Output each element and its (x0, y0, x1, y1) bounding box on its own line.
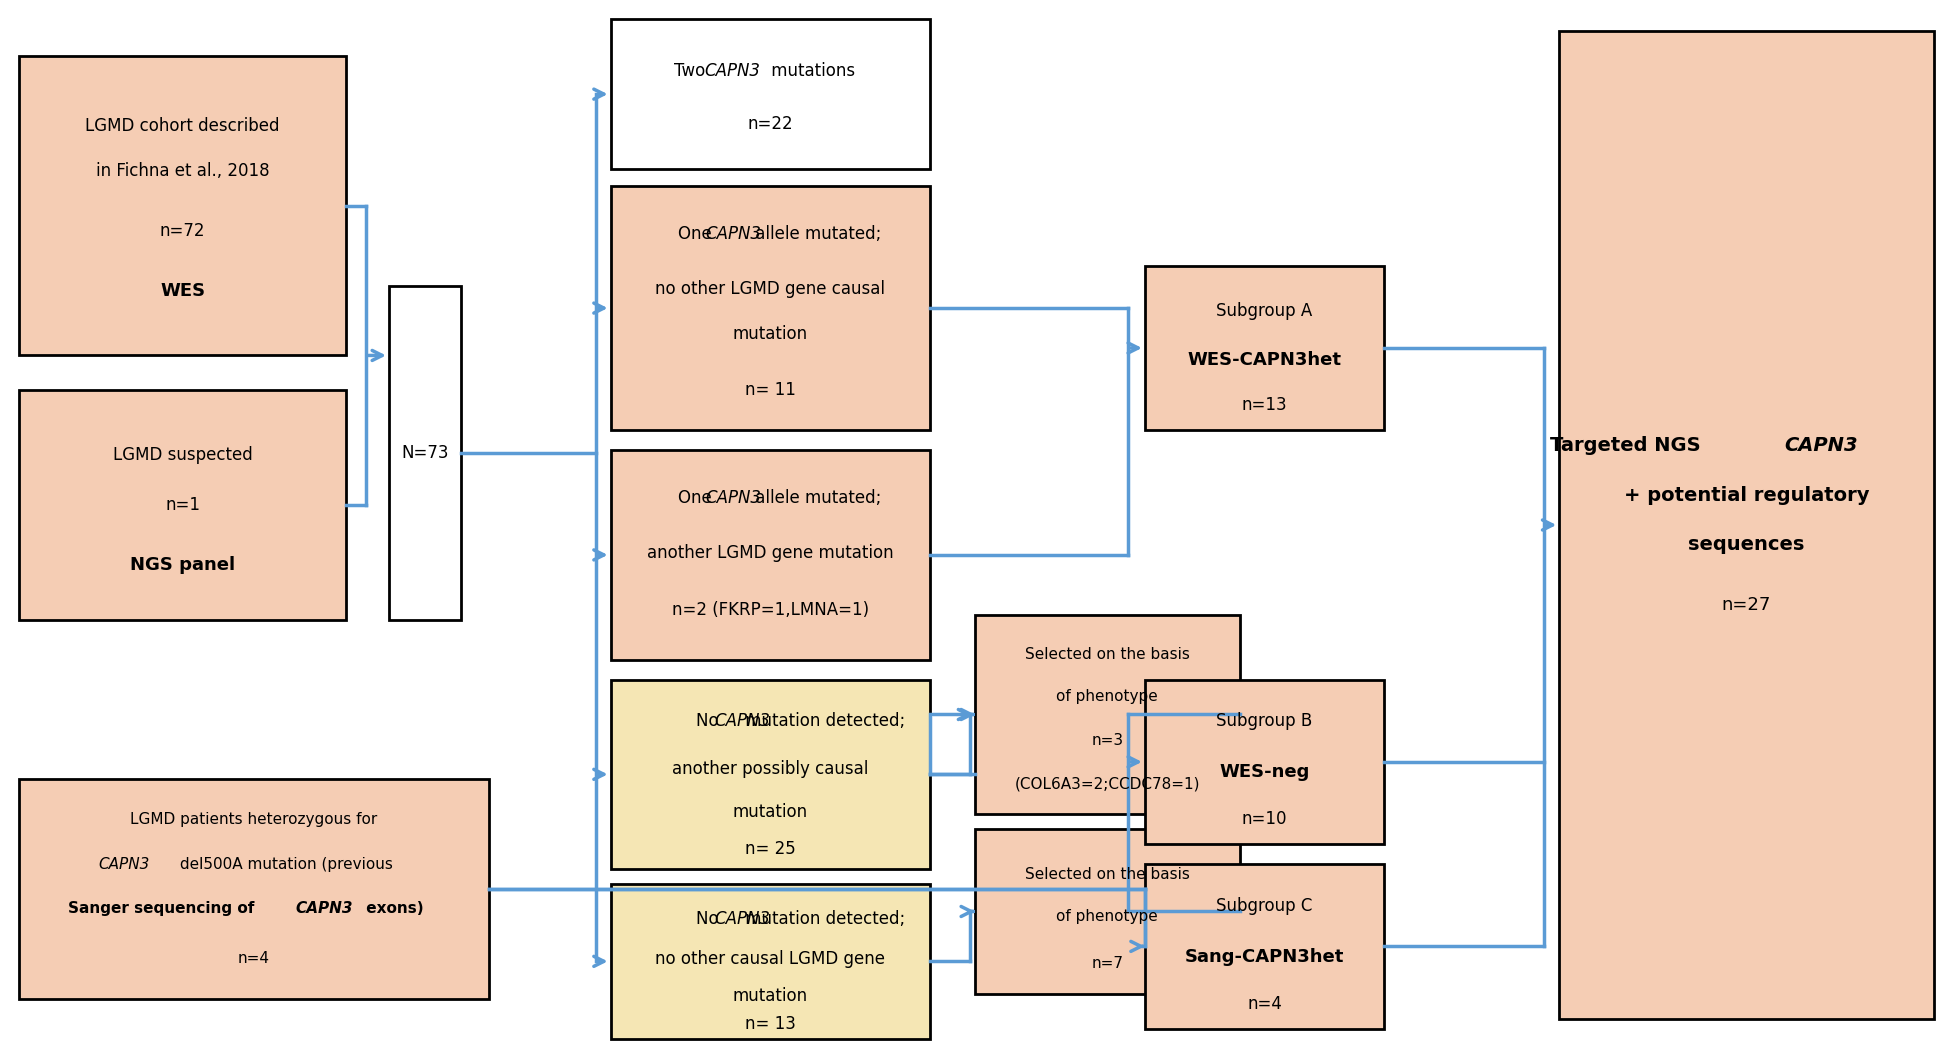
Text: CAPN3: CAPN3 (295, 902, 352, 917)
Bar (610, 19, 931, 169)
Text: allele mutated;: allele mutated; (749, 489, 882, 507)
Bar (610, 679, 931, 869)
Bar (389, 286, 461, 620)
Text: mutations: mutations (766, 62, 854, 80)
Text: N=73: N=73 (401, 444, 448, 462)
Text: of phenotype: of phenotype (1056, 689, 1157, 705)
Bar (610, 884, 931, 1038)
Text: Two: Two (674, 62, 712, 80)
Text: Selected on the basis: Selected on the basis (1024, 647, 1191, 663)
Text: LGMD cohort described: LGMD cohort described (86, 117, 280, 135)
Text: mutation: mutation (733, 987, 807, 1005)
Text: n=22: n=22 (747, 116, 794, 133)
Text: n= 25: n= 25 (745, 840, 796, 858)
Text: CAPN3: CAPN3 (1785, 436, 1857, 455)
Text: Subgroup A: Subgroup A (1216, 301, 1312, 319)
Text: mutation detected;: mutation detected; (739, 910, 905, 928)
Text: no other LGMD gene causal: no other LGMD gene causal (655, 279, 886, 297)
Text: n=72: n=72 (160, 222, 205, 239)
Bar (1146, 679, 1384, 844)
Bar (610, 450, 931, 659)
Text: n=4: n=4 (1247, 994, 1282, 1013)
Text: another LGMD gene mutation: another LGMD gene mutation (647, 544, 893, 562)
Bar (1560, 32, 1933, 1018)
Text: n=1: n=1 (164, 496, 199, 514)
Text: Targeted NGS: Targeted NGS (1550, 436, 1707, 455)
Text: LGMD patients heterozygous for: LGMD patients heterozygous for (131, 812, 377, 826)
Text: LGMD suspected: LGMD suspected (113, 446, 252, 464)
Bar (20, 779, 489, 999)
Text: NGS panel: NGS panel (131, 555, 235, 574)
Text: n=27: n=27 (1722, 595, 1771, 614)
Text: mutation detected;: mutation detected; (739, 713, 905, 731)
Text: WES-CAPN3het: WES-CAPN3het (1187, 352, 1341, 370)
Text: No: No (696, 713, 723, 731)
Text: n=7: n=7 (1091, 957, 1124, 971)
Text: n=10: n=10 (1241, 811, 1286, 828)
Bar (1146, 266, 1384, 430)
Text: CAPN3: CAPN3 (704, 62, 760, 80)
Text: another possibly causal: another possibly causal (673, 760, 868, 778)
Bar (610, 186, 931, 430)
Bar (976, 830, 1239, 993)
Text: of phenotype: of phenotype (1056, 909, 1157, 924)
Text: allele mutated;: allele mutated; (749, 225, 882, 243)
Text: sequences: sequences (1689, 536, 1804, 554)
Text: Subgroup C: Subgroup C (1216, 897, 1312, 915)
Bar (1146, 864, 1384, 1029)
Text: One: One (678, 225, 717, 243)
Text: mutation: mutation (733, 803, 807, 821)
Text: CAPN3: CAPN3 (706, 489, 760, 507)
Text: mutation: mutation (733, 324, 807, 342)
Text: in Fichna et al., 2018: in Fichna et al., 2018 (96, 162, 270, 180)
Bar (976, 614, 1239, 814)
Text: n= 13: n= 13 (745, 1014, 796, 1033)
Text: n=4: n=4 (239, 951, 270, 966)
Text: CAPN3: CAPN3 (706, 225, 760, 243)
Bar (20, 391, 346, 620)
Text: del500A mutation (previous: del500A mutation (previous (176, 857, 393, 872)
Text: CAPN3: CAPN3 (98, 857, 151, 872)
Text: CAPN3: CAPN3 (714, 713, 770, 731)
Text: n=3: n=3 (1091, 733, 1124, 748)
Text: no other causal LGMD gene: no other causal LGMD gene (655, 950, 886, 968)
Bar (20, 57, 346, 356)
Text: WES: WES (160, 281, 205, 299)
Text: Sang-CAPN3het: Sang-CAPN3het (1185, 948, 1345, 966)
Text: + potential regulatory: + potential regulatory (1625, 485, 1869, 505)
Text: Selected on the basis: Selected on the basis (1024, 866, 1191, 882)
Text: CAPN3: CAPN3 (714, 910, 770, 928)
Text: Sanger sequencing of: Sanger sequencing of (68, 902, 260, 917)
Text: n=13: n=13 (1241, 396, 1288, 415)
Text: One: One (678, 489, 717, 507)
Text: (COL6A3=2;CCDC78=1): (COL6A3=2;CCDC78=1) (1015, 777, 1200, 792)
Text: No: No (696, 910, 723, 928)
Text: WES-neg: WES-neg (1220, 763, 1310, 781)
Text: Subgroup B: Subgroup B (1216, 713, 1312, 731)
Text: n=2 (FKRP=1,LMNA=1): n=2 (FKRP=1,LMNA=1) (673, 601, 868, 618)
Text: exons): exons) (360, 902, 422, 917)
Text: n= 11: n= 11 (745, 381, 796, 399)
